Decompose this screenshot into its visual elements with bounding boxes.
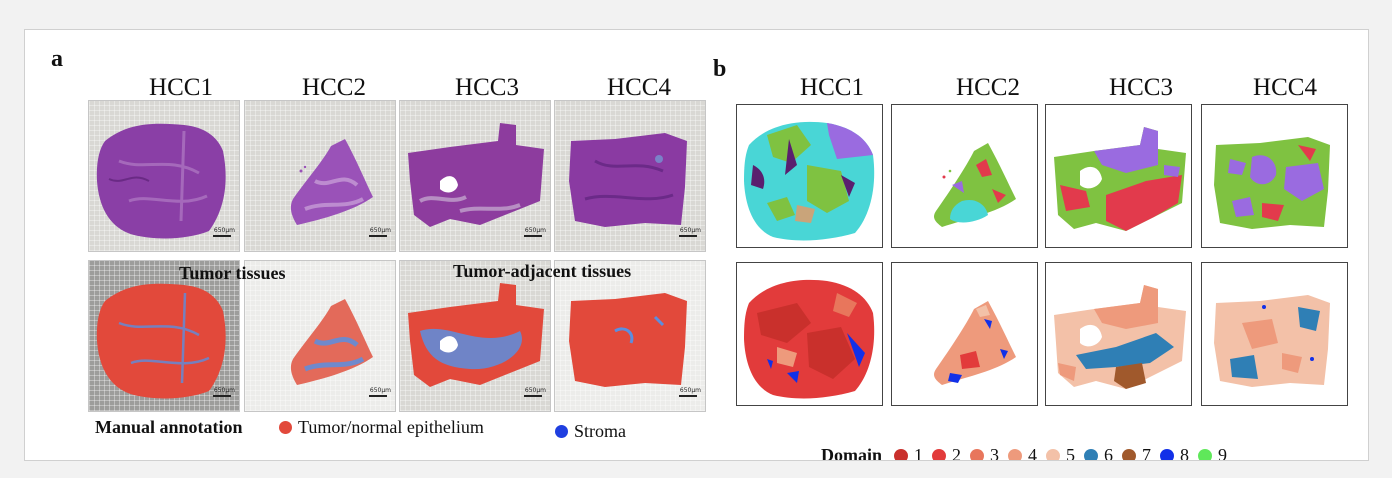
domain-box-hcc2 [891, 262, 1038, 406]
panel-b-title-hcc2: HCC2 [956, 74, 1020, 101]
cluster-box-hcc1 [736, 104, 883, 248]
annot-tissue-hcc4 [569, 293, 687, 387]
cluster-box-hcc3 [1045, 104, 1192, 248]
he-tissue-hcc4 [569, 133, 687, 227]
scale-label-hcc2: 650μm [369, 227, 391, 234]
panel-b-title-hcc1: HCC1 [800, 74, 864, 101]
domain-item-1: 1 [894, 445, 924, 461]
scale-bar-hcc3 [524, 235, 542, 237]
panel-a-title-hcc1: HCC1 [149, 74, 213, 101]
domain-map-hcc3 [1054, 285, 1186, 389]
domain-map-hcc1 [744, 279, 875, 399]
cluster-box-hcc4 [1201, 104, 1348, 248]
stroma-dot-icon [555, 425, 568, 438]
domain-item-8: 8 [1160, 445, 1190, 461]
domain-5-label: 5 [1066, 445, 1076, 461]
he-tissue-hcc3 [408, 123, 544, 227]
panel-a-title-hcc2: HCC2 [302, 74, 366, 101]
domain-box-hcc1 [736, 262, 883, 406]
domain-2-label: 2 [952, 445, 962, 461]
he-tissue-hcc2 [290, 139, 373, 225]
annot-tissue-hcc1 [96, 283, 226, 399]
scale-bar-hcc1 [213, 235, 231, 237]
legend-stroma: Stroma [555, 421, 626, 442]
label-tumor-tissues: Tumor tissues [179, 263, 286, 283]
domain-4-dot-icon [1008, 448, 1023, 460]
domain-8-dot-icon [1160, 448, 1175, 460]
tumor-dot-icon [279, 421, 292, 434]
he-tile-hcc2: 650μm [244, 100, 396, 252]
cluster-box-hcc2 [891, 104, 1038, 248]
panel-a-title-hcc4: HCC4 [607, 74, 671, 101]
label-tumor-adjacent-tissues: Tumor-adjacent tissues [453, 261, 632, 281]
manual-annotation-title: Manual annotation [95, 417, 243, 437]
domain-item-4: 4 [1008, 445, 1038, 461]
cluster-map-hcc4 [1214, 137, 1330, 229]
scale-bar-annot-hcc3 [524, 395, 542, 397]
domain-item-6: 6 [1084, 445, 1114, 461]
domain-9-dot-icon [1198, 448, 1213, 460]
he-tissue-hcc1 [96, 123, 226, 239]
domain-1-dot-icon [894, 448, 909, 460]
cluster-map-hcc1 [744, 121, 875, 241]
domain-6-dot-icon [1084, 448, 1099, 460]
he-tile-hcc1: 650μm [88, 100, 240, 252]
figure: a HCC1 HCC2 HCC3 HCC4 650μm 650μm 650μm [24, 29, 1369, 461]
annot-tissue-hcc3 [408, 283, 544, 387]
domain-box-hcc3 [1045, 262, 1192, 406]
domain-7-label: 7 [1142, 445, 1152, 461]
domain-item-2: 2 [932, 445, 962, 461]
panel-b-letter: b [713, 56, 727, 82]
scale-label-annot-hcc2: 650μm [369, 387, 391, 394]
annot-tile-hcc3: 650μm [399, 260, 551, 412]
scale-label-annot-hcc1: 650μm [213, 387, 235, 394]
panel-a-letter: a [51, 46, 63, 72]
domain-item-3: 3 [970, 445, 1000, 461]
panel-b-title-hcc3: HCC3 [1109, 74, 1173, 101]
annot-tile-hcc2: 650μm [244, 260, 396, 412]
scale-label-hcc4: 650μm [679, 227, 701, 234]
domain-3-dot-icon [970, 448, 985, 460]
panel-b-title-hcc4: HCC4 [1253, 74, 1317, 101]
he-tile-hcc4: 650μm [554, 100, 706, 252]
scale-label-hcc3: 650μm [524, 227, 546, 234]
domain-6-label: 6 [1104, 445, 1114, 461]
legend-stroma-label: Stroma [574, 421, 626, 441]
domain-5-dot-icon [1046, 448, 1061, 460]
scale-bar-annot-hcc1 [213, 395, 231, 397]
panel-a-title-hcc3: HCC3 [455, 74, 519, 101]
domain-9-label: 9 [1218, 445, 1228, 461]
scale-label-hcc1: 650μm [213, 227, 235, 234]
domain-item-9: 9 [1198, 445, 1228, 461]
cluster-map-hcc2 [934, 143, 1016, 227]
legend-tumor-epithelium: Tumor/normal epithelium [279, 417, 484, 438]
domain-4-label: 4 [1028, 445, 1038, 461]
scale-bar-annot-hcc2 [369, 395, 387, 397]
domain-box-hcc4 [1201, 262, 1348, 406]
scale-bar-annot-hcc4 [679, 395, 697, 397]
domain-item-7: 7 [1122, 445, 1152, 461]
annot-tissue-hcc2 [290, 299, 373, 385]
scale-label-annot-hcc3: 650μm [524, 387, 546, 394]
domain-2-dot-icon [932, 448, 947, 460]
scale-label-annot-hcc4: 650μm [679, 387, 701, 394]
scale-bar-hcc4 [679, 235, 697, 237]
annot-tile-hcc1: 650μm [88, 260, 240, 412]
domain-1-label: 1 [914, 445, 924, 461]
annot-tile-hcc4: 650μm [554, 260, 706, 412]
domain-map-hcc2 [934, 301, 1016, 385]
cluster-map-hcc3 [1054, 127, 1186, 231]
domain-item-5: 5 [1046, 445, 1076, 461]
he-tile-hcc3: 650μm [399, 100, 551, 252]
domain-7-dot-icon [1122, 448, 1137, 460]
scale-bar-hcc2 [369, 235, 387, 237]
domain-legend-title: Domain [821, 445, 883, 461]
legend-tumor-label: Tumor/normal epithelium [298, 417, 484, 437]
domain-3-label: 3 [990, 445, 1000, 461]
domain-8-label: 8 [1180, 445, 1190, 461]
domain-map-hcc4 [1214, 295, 1330, 387]
domain-legend: Domain 1 2 3 4 5 6 7 8 9 [821, 445, 1236, 461]
